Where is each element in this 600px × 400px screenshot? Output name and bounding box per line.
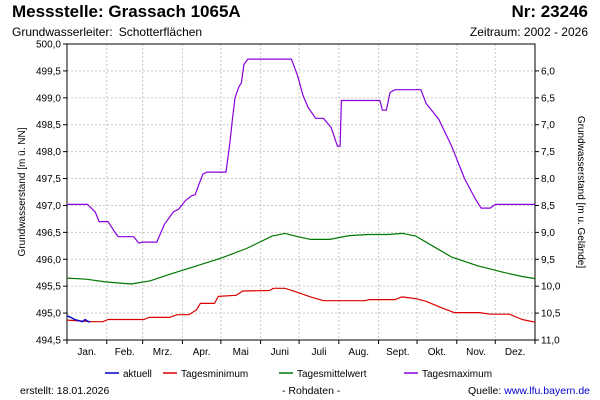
series-line-mean — [66, 232, 536, 285]
y-right-tick-label: 11,0 — [541, 336, 560, 347]
y-tick-label: 500,0 — [36, 40, 61, 51]
y-axis-label-right: Grundwasserstand [m u. Gelände] — [575, 116, 586, 269]
y-tick-label: 496,5 — [36, 228, 61, 239]
x-month-label: Juli — [311, 347, 326, 358]
created-date: 18.01.2026 — [56, 385, 110, 397]
y-right-tick-label: 7,0 — [541, 120, 555, 131]
x-month-label: Mrz. — [153, 347, 172, 358]
y-right-tick-label: 10,5 — [541, 309, 561, 320]
x-month-label: Mai — [233, 347, 249, 358]
x-month-label: Juni — [271, 347, 289, 358]
series-line-aktuell — [66, 315, 91, 323]
y-tick-label: 495,5 — [36, 282, 61, 293]
source-label: Quelle: — [468, 385, 502, 397]
x-month-label: Okt. — [428, 347, 446, 358]
series-line-min — [66, 287, 536, 323]
station-title: Messstelle: Grassach 1065A — [12, 2, 241, 21]
y-axis-label-left: Grundwasserstand [m ü. NN] — [17, 127, 28, 256]
y-right-tick-label: 9,5 — [541, 255, 555, 266]
y-tick-label: 496,0 — [36, 255, 61, 266]
y-right-tick-label: 6,0 — [541, 66, 555, 77]
y-tick-label: 499,5 — [36, 66, 61, 77]
aquifer-value: Schotterflächen — [118, 25, 203, 39]
x-month-label: Dez. — [505, 347, 526, 358]
y-tick-label: 497,0 — [36, 201, 61, 212]
y-right-tick-label: 7,5 — [541, 147, 555, 158]
x-month-label: Aug. — [348, 347, 369, 358]
x-month-label: Sept. — [386, 347, 409, 358]
x-month-label: Feb. — [115, 347, 135, 358]
source-info: Quelle: www.lfu.bayern.de — [468, 385, 590, 397]
aquifer-label: Grundwasserleiter: — [12, 25, 113, 39]
plot-frame — [66, 43, 536, 341]
series-line-max — [67, 58, 535, 244]
y-right-tick-label: 10,0 — [541, 282, 561, 293]
y-tick-label: 494,5 — [36, 336, 61, 347]
station-number: Nr: 23246 — [511, 2, 588, 21]
y-right-tick-label: 8,5 — [541, 201, 555, 212]
legend-label-mean: Tagesmittelwert — [297, 369, 367, 380]
created-label: erstellt: — [20, 385, 54, 397]
x-month-label: Apr. — [193, 347, 211, 358]
legend-label-max: Tagesmaximum — [422, 369, 492, 380]
x-month-label: Nov. — [466, 347, 486, 358]
created-info: erstellt: 18.01.2026 — [20, 385, 109, 397]
legend-label-aktuell: aktuell — [123, 369, 152, 380]
source-link[interactable]: www.lfu.bayern.de — [504, 385, 590, 397]
y-right-tick-label: 8,0 — [541, 174, 555, 185]
y-right-tick-label: 9,0 — [541, 228, 555, 239]
aquifer-info: Grundwasserleiter: Schotterflächen — [12, 25, 202, 39]
y-right-tick-label: 6,5 — [541, 93, 555, 104]
raw-data-note: - Rohdaten - — [282, 385, 341, 397]
y-tick-label: 498,0 — [36, 147, 61, 158]
y-tick-label: 497,5 — [36, 174, 61, 185]
y-tick-label: 498,5 — [36, 120, 61, 131]
x-month-label: Jan. — [77, 347, 96, 358]
y-tick-label: 499,0 — [36, 93, 61, 104]
y-tick-label: 495,0 — [36, 309, 61, 320]
period-label: Zeitraum: 2002 - 2026 — [469, 25, 588, 39]
legend-label-min: Tagesminimum — [181, 369, 248, 380]
